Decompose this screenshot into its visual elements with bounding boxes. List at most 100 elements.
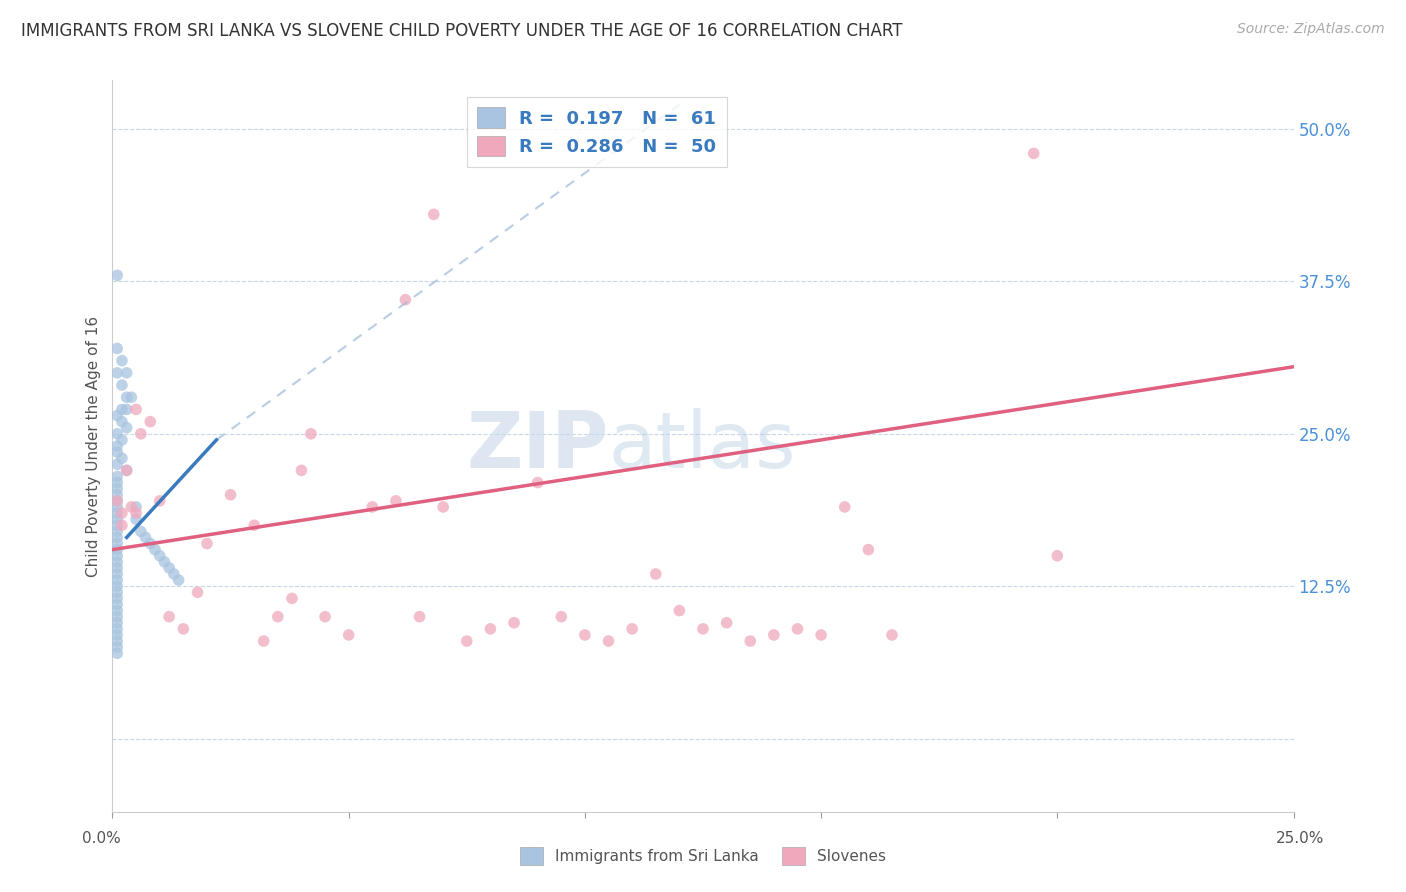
Point xyxy=(644,567,666,582)
Point xyxy=(115,366,138,380)
Point xyxy=(105,604,128,618)
Point xyxy=(432,500,454,514)
Point xyxy=(172,622,194,636)
Point xyxy=(834,500,856,514)
Point xyxy=(120,390,142,404)
Point xyxy=(125,500,148,514)
Point xyxy=(111,506,134,520)
Point xyxy=(105,512,128,526)
Point xyxy=(105,268,128,283)
Point xyxy=(105,585,128,599)
Point xyxy=(361,500,384,514)
Point xyxy=(337,628,360,642)
Point xyxy=(149,549,172,563)
Point xyxy=(598,634,620,648)
Point xyxy=(195,536,218,550)
Point xyxy=(219,488,242,502)
Point xyxy=(157,561,180,575)
Text: atlas: atlas xyxy=(609,408,796,484)
Point xyxy=(125,512,148,526)
Legend: Immigrants from Sri Lanka, Slovenes: Immigrants from Sri Lanka, Slovenes xyxy=(515,841,891,871)
Point xyxy=(105,409,128,423)
Text: IMMIGRANTS FROM SRI LANKA VS SLOVENE CHILD POVERTY UNDER THE AGE OF 16 CORRELATI: IMMIGRANTS FROM SRI LANKA VS SLOVENE CHI… xyxy=(21,22,903,40)
Point xyxy=(115,402,138,417)
Point xyxy=(105,475,128,490)
Point xyxy=(115,390,138,404)
Point xyxy=(105,598,128,612)
Point xyxy=(163,567,186,582)
Point xyxy=(105,366,128,380)
Point xyxy=(810,628,832,642)
Point xyxy=(105,445,128,459)
Point xyxy=(880,628,903,642)
Text: ZIP: ZIP xyxy=(467,408,609,484)
Point xyxy=(153,555,176,569)
Point xyxy=(111,433,134,447)
Point xyxy=(139,415,162,429)
Point xyxy=(120,500,142,514)
Point xyxy=(105,591,128,606)
Point xyxy=(105,542,128,557)
Point xyxy=(105,500,128,514)
Text: Source: ZipAtlas.com: Source: ZipAtlas.com xyxy=(1237,22,1385,37)
Point xyxy=(111,451,134,466)
Point xyxy=(105,555,128,569)
Point xyxy=(105,469,128,483)
Point xyxy=(105,530,128,544)
Point xyxy=(503,615,526,630)
Point xyxy=(290,463,312,477)
Point xyxy=(267,609,290,624)
Point xyxy=(299,426,322,441)
Point xyxy=(111,518,134,533)
Point xyxy=(115,463,138,477)
Point xyxy=(105,482,128,496)
Point xyxy=(716,615,738,630)
Point xyxy=(105,646,128,660)
Point xyxy=(111,378,134,392)
Point xyxy=(167,573,190,587)
Point xyxy=(111,353,134,368)
Point xyxy=(456,634,478,648)
Point xyxy=(740,634,762,648)
Point xyxy=(621,622,644,636)
Point xyxy=(105,488,128,502)
Point xyxy=(105,439,128,453)
Point xyxy=(105,561,128,575)
Point xyxy=(115,421,138,435)
Point xyxy=(385,494,408,508)
Point xyxy=(186,585,208,599)
Point xyxy=(394,293,416,307)
Y-axis label: Child Poverty Under the Age of 16: Child Poverty Under the Age of 16 xyxy=(86,316,101,576)
Point xyxy=(115,463,138,477)
Point xyxy=(105,536,128,550)
Point xyxy=(253,634,276,648)
Point xyxy=(668,604,690,618)
Point xyxy=(105,506,128,520)
Point xyxy=(105,457,128,471)
Point xyxy=(105,342,128,356)
Point xyxy=(135,530,157,544)
Point xyxy=(157,609,180,624)
Point xyxy=(105,579,128,593)
Point xyxy=(105,494,128,508)
Text: 25.0%: 25.0% xyxy=(1277,831,1324,846)
Point xyxy=(129,524,152,539)
Point xyxy=(149,494,172,508)
Point xyxy=(105,609,128,624)
Point xyxy=(105,524,128,539)
Point xyxy=(105,573,128,587)
Point xyxy=(111,402,134,417)
Point xyxy=(1046,549,1069,563)
Point xyxy=(692,622,714,636)
Text: 0.0%: 0.0% xyxy=(82,831,121,846)
Point xyxy=(574,628,596,642)
Point xyxy=(125,506,148,520)
Point xyxy=(105,628,128,642)
Point xyxy=(105,567,128,582)
Point xyxy=(139,536,162,550)
Point xyxy=(786,622,808,636)
Point xyxy=(105,634,128,648)
Point xyxy=(125,402,148,417)
Legend: R =  0.197   N =  61, R =  0.286   N =  50: R = 0.197 N = 61, R = 0.286 N = 50 xyxy=(467,96,727,167)
Point xyxy=(281,591,304,606)
